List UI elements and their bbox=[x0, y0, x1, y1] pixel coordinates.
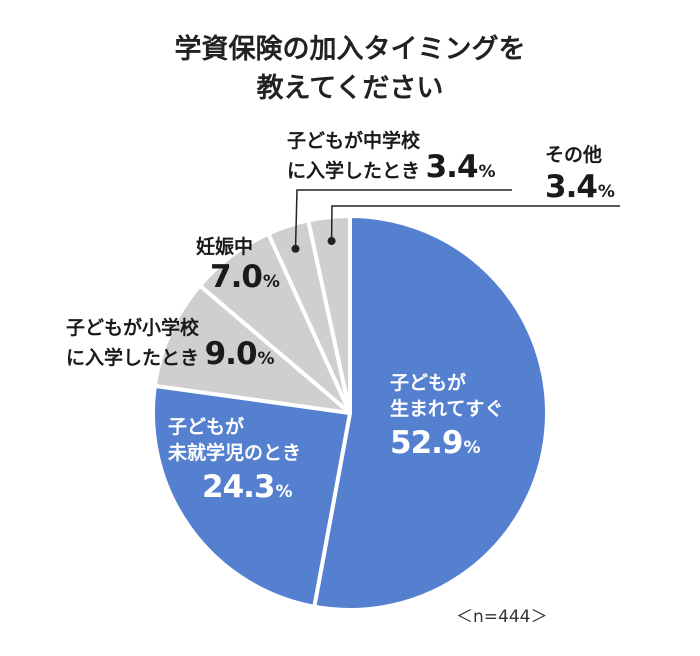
value-preschool: 24.3 bbox=[202, 469, 275, 505]
label-born: 子どもが 生まれてすぐ 52.9% bbox=[390, 370, 503, 461]
value-born: 52.9 bbox=[390, 425, 463, 461]
label-preschool-line-1: 子どもが bbox=[168, 416, 245, 438]
value-other: 3.4 bbox=[545, 169, 598, 205]
leader-line-other bbox=[330, 205, 620, 241]
unit-preschool: % bbox=[275, 482, 293, 502]
unit-born: % bbox=[463, 438, 481, 458]
label-preschool: 子どもが 未就学児のとき 24.3% bbox=[168, 414, 301, 505]
chart-title-line-2: 教えてください bbox=[256, 73, 444, 104]
label-pregnancy: 妊娠中 7.0% bbox=[196, 234, 280, 295]
label-junior-high: 子どもが中学校 に入学したとき 3.4% bbox=[287, 128, 496, 185]
pie-slice-preschool bbox=[151, 383, 352, 609]
chart-title-line-1: 学資保険の加入タイミングを bbox=[174, 34, 526, 65]
sample-size-note: ＜n=444＞ bbox=[456, 607, 548, 627]
label-junior-high-line-2: に入学したとき bbox=[287, 160, 421, 182]
chart-title: 学資保険の加入タイミングを 教えてください bbox=[0, 30, 700, 108]
unit-junior-high: % bbox=[478, 162, 496, 182]
label-other: その他 3.4% bbox=[545, 142, 615, 205]
label-preschool-line-2: 未就学児のとき bbox=[168, 442, 302, 464]
label-pregnancy-line-1: 妊娠中 bbox=[196, 236, 254, 258]
label-junior-high-line-1: 子どもが中学校 bbox=[287, 130, 421, 152]
unit-elementary: % bbox=[257, 349, 275, 369]
value-junior-high: 3.4 bbox=[425, 149, 479, 185]
pie-slice-born bbox=[312, 214, 549, 612]
label-born-line-2: 生まれてすぐ bbox=[390, 398, 504, 420]
label-other-line-1: その他 bbox=[545, 144, 603, 166]
leader-line-junior-high bbox=[294, 189, 512, 249]
value-pregnancy: 7.0 bbox=[210, 259, 263, 295]
label-elementary-line-1: 子どもが小学校 bbox=[66, 317, 200, 339]
value-elementary: 9.0 bbox=[204, 336, 258, 372]
pie-slice-other bbox=[306, 214, 352, 415]
unit-other: % bbox=[597, 182, 615, 202]
pie-slice-elementary bbox=[152, 283, 352, 415]
label-born-line-1: 子どもが bbox=[390, 372, 467, 394]
label-elementary: 子どもが小学校 に入学したとき 9.0% bbox=[66, 315, 275, 372]
unit-pregnancy: % bbox=[262, 272, 280, 292]
label-elementary-line-2: に入学したとき bbox=[66, 347, 200, 369]
